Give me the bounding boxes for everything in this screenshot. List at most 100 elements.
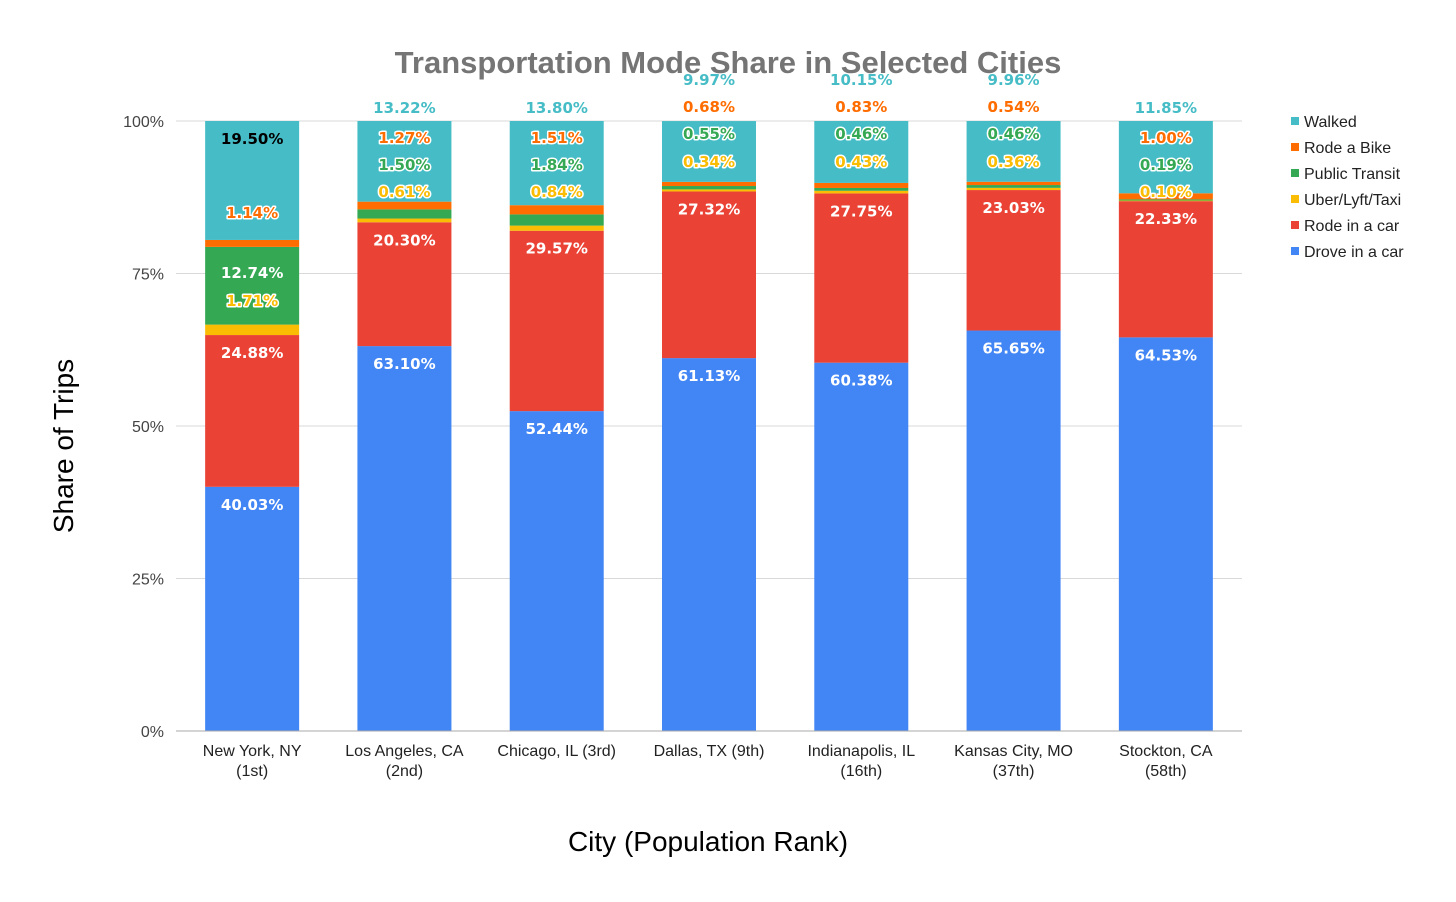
- bar-segment: [662, 358, 756, 731]
- x-category-label: Indianapolis, IL: [807, 743, 915, 760]
- legend-swatch: [1291, 247, 1299, 255]
- data-label: 13.80%: [525, 99, 587, 117]
- data-label: 10.15%: [830, 71, 892, 89]
- bar-segment: [814, 362, 909, 731]
- data-label: 27.75%: [830, 202, 892, 220]
- bar-segment: [966, 330, 1061, 731]
- legend-label: Public Transit: [1304, 166, 1401, 183]
- data-label: 0.19%: [1140, 156, 1192, 174]
- x-category-label: Kansas City, MO: [954, 743, 1073, 760]
- legend-label: Uber/Lyft/Taxi: [1304, 192, 1401, 209]
- data-label: 12.74%: [221, 264, 283, 282]
- bar-segment: [1118, 201, 1213, 338]
- bar-segment: [966, 187, 1061, 191]
- legend: Walked Rode a Bike Public Transit Uber/Lyft…: [1291, 114, 1404, 261]
- data-label: 40.03%: [221, 496, 283, 514]
- data-label: 0.46%: [988, 125, 1040, 143]
- data-label: 11.85%: [1135, 99, 1197, 117]
- data-label: 23.03%: [982, 199, 1044, 217]
- data-label: 9.97%: [683, 71, 735, 89]
- bar-segment: [814, 121, 909, 183]
- bar-segment: [509, 205, 604, 215]
- x-axis-categories: New York, NY (1st) Los Angeles, CA (2nd) Chi…: [203, 743, 1213, 780]
- legend-label: Rode a Bike: [1304, 140, 1391, 157]
- bar-segment: [357, 201, 452, 210]
- y-tick-label: 50%: [132, 419, 164, 436]
- bar-segment: [662, 121, 756, 182]
- data-label: 0.68%: [683, 98, 735, 116]
- data-label: 1.51%: [531, 129, 583, 147]
- data-label: 61.13%: [678, 367, 740, 385]
- bar-segment: [509, 230, 604, 412]
- data-label: 1.00%: [1140, 129, 1192, 147]
- bar-segment: [966, 185, 1061, 188]
- data-label: 0.61%: [378, 183, 430, 201]
- x-category-label: (37th): [993, 763, 1035, 780]
- bar-segment: [357, 121, 452, 202]
- data-label: 13.22%: [373, 99, 435, 117]
- legend-label: Rode in a car: [1304, 218, 1400, 235]
- x-axis-title: City (Population Rank): [568, 826, 848, 857]
- data-label: 1.14%: [226, 204, 278, 222]
- legend-swatch: [1291, 169, 1299, 177]
- bar-segment: [662, 189, 756, 192]
- y-tick-label: 75%: [132, 267, 164, 284]
- data-label: 0.46%: [835, 125, 887, 143]
- x-category-label: (2nd): [386, 763, 423, 780]
- legend-label: Walked: [1304, 114, 1357, 131]
- data-label: 24.88%: [221, 344, 283, 362]
- data-label: 63.10%: [373, 355, 435, 373]
- data-label: 22.33%: [1135, 210, 1197, 228]
- y-axis-ticks: 0% 25% 50% 75% 100%: [123, 114, 164, 741]
- data-label: 0.36%: [988, 153, 1040, 171]
- bar-segment: [814, 187, 909, 191]
- bar-segment: [357, 218, 452, 223]
- bars: [205, 121, 1213, 731]
- x-category-label: Stockton, CA: [1119, 743, 1213, 760]
- legend-label: Drove in a car: [1304, 244, 1404, 261]
- data-label: 0.84%: [531, 183, 583, 201]
- legend-swatch: [1291, 117, 1299, 125]
- bar-segment: [205, 324, 300, 336]
- bar-segment: [509, 121, 604, 206]
- bar-segment: [509, 214, 604, 226]
- data-label: 0.54%: [988, 98, 1040, 116]
- bar-segment: [1118, 199, 1213, 201]
- data-label: 0.10%: [1140, 183, 1192, 201]
- bar-segment: [509, 225, 604, 231]
- x-category-label: Chicago, IL (3rd): [497, 743, 616, 760]
- bar-segment: [1118, 121, 1213, 194]
- data-labels: 40.03% 24.88% 19.50% 1.14% 12.74% 1.71% 63.10%…: [221, 71, 1197, 514]
- data-label: 1.71%: [226, 292, 278, 310]
- chart-title: Transportation Mode Share in Selected Ci…: [395, 45, 1062, 80]
- legend-swatch: [1291, 195, 1299, 203]
- data-label: 1.27%: [378, 129, 430, 147]
- bar-segment: [357, 346, 452, 731]
- x-category-label: (1st): [236, 763, 268, 780]
- legend-swatch: [1291, 221, 1299, 229]
- bar-segment: [966, 121, 1061, 182]
- bar-segment: [205, 335, 300, 487]
- bar-segment: [1118, 193, 1213, 200]
- bar-segment: [1118, 200, 1213, 202]
- bar-segment: [205, 486, 300, 731]
- bar-segment: [662, 186, 756, 190]
- data-label: 9.96%: [988, 71, 1040, 89]
- data-label: 65.65%: [982, 340, 1044, 358]
- data-label: 60.38%: [830, 372, 892, 390]
- bar-segment: [966, 181, 1061, 186]
- bar-segment: [1118, 337, 1213, 731]
- bar-segment: [205, 239, 300, 247]
- legend-swatch: [1291, 143, 1299, 151]
- data-label: 27.32%: [678, 200, 740, 218]
- data-label: 0.43%: [835, 153, 887, 171]
- y-axis-title: Share of Trips: [48, 359, 79, 533]
- bar-segment: [814, 190, 909, 194]
- bar-segment: [814, 193, 909, 363]
- y-tick-label: 100%: [123, 114, 164, 131]
- data-label: 29.57%: [525, 240, 587, 258]
- data-label: 64.53%: [1135, 346, 1197, 364]
- data-label: 0.34%: [683, 153, 735, 171]
- bar-segment: [662, 181, 756, 187]
